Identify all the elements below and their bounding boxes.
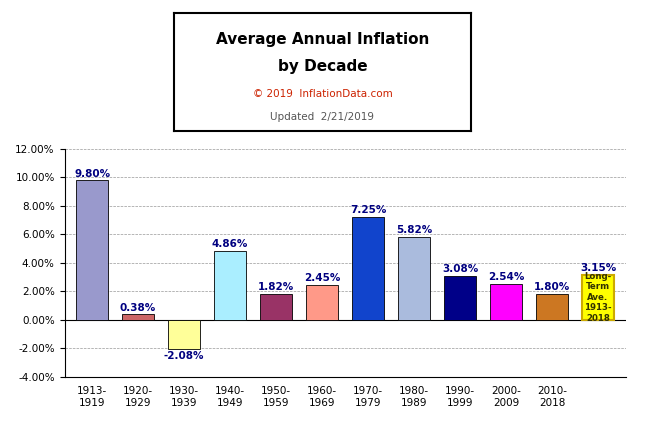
- Text: 5.82%: 5.82%: [396, 225, 432, 235]
- Bar: [444, 276, 476, 320]
- Text: 4.86%: 4.86%: [212, 239, 248, 249]
- Text: 2.45%: 2.45%: [304, 273, 341, 283]
- Text: © 2019  InflationData.com: © 2019 InflationData.com: [253, 88, 392, 99]
- Text: 1.82%: 1.82%: [258, 282, 294, 292]
- Text: 1.80%: 1.80%: [534, 283, 570, 293]
- Bar: [76, 180, 108, 320]
- Bar: [214, 251, 246, 320]
- Text: Updated  2/21/2019: Updated 2/21/2019: [270, 112, 375, 122]
- Bar: [490, 283, 522, 320]
- Text: 9.80%: 9.80%: [74, 169, 110, 179]
- Text: by Decade: by Decade: [278, 59, 367, 74]
- Bar: [260, 294, 292, 320]
- Text: -2.08%: -2.08%: [164, 351, 204, 361]
- Bar: [168, 320, 200, 350]
- Text: 2.54%: 2.54%: [488, 272, 524, 282]
- Text: 0.38%: 0.38%: [120, 303, 156, 313]
- Bar: [582, 275, 614, 320]
- Text: Long-
Term
Ave.
1913-
2018: Long- Term Ave. 1913- 2018: [584, 272, 612, 323]
- Bar: [122, 314, 154, 320]
- Bar: [536, 294, 568, 320]
- Text: 3.08%: 3.08%: [442, 264, 478, 274]
- Bar: [306, 285, 338, 320]
- Bar: [352, 216, 384, 320]
- Bar: [398, 237, 430, 320]
- Text: 7.25%: 7.25%: [350, 205, 386, 215]
- Text: 3.15%: 3.15%: [580, 263, 616, 273]
- Text: Average Annual Inflation: Average Annual Inflation: [216, 32, 429, 47]
